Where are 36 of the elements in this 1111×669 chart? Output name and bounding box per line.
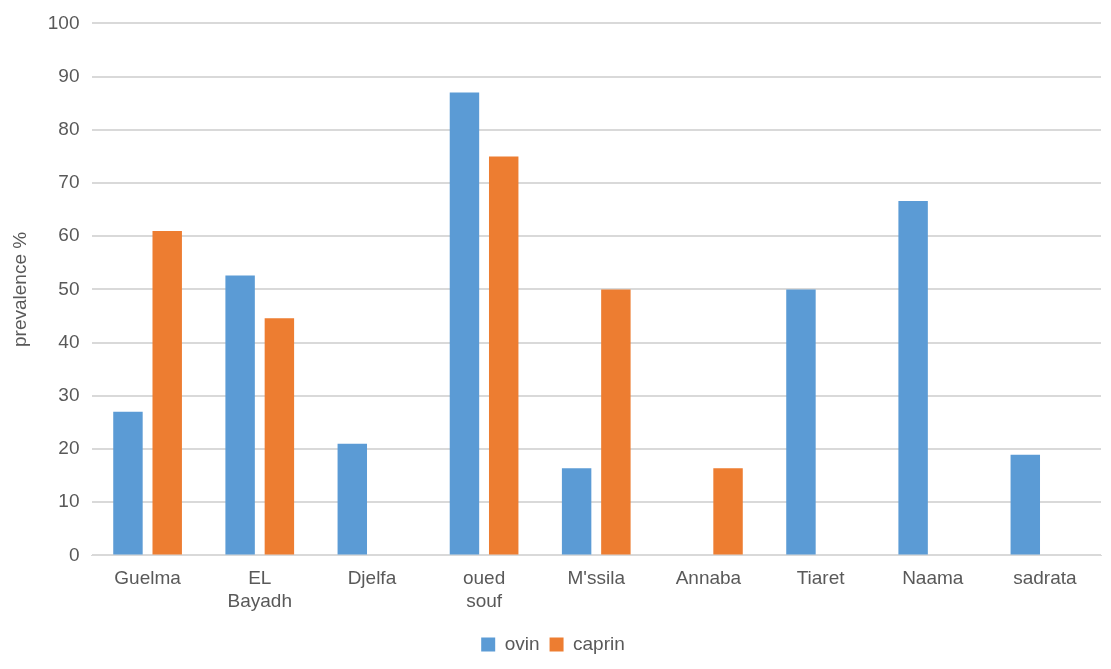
y-tick-label: 10 (58, 490, 80, 512)
y-tick-label: 40 (58, 330, 80, 352)
bar (488, 156, 519, 555)
legend-label: ovin (504, 632, 540, 654)
x-tick-label: Tiaret (796, 567, 846, 589)
y-axis-title: prevalence % (8, 231, 30, 347)
x-tick-label: M'ssila (567, 567, 626, 589)
x-tick-label: Djelfa (347, 567, 397, 589)
x-tick-label: EL Bayadh (227, 567, 292, 611)
bar (1010, 454, 1041, 555)
bar (337, 443, 368, 555)
bar (225, 275, 255, 555)
bar (449, 92, 480, 555)
y-tick-label: 100 (47, 11, 80, 33)
y-tick-label: 80 (58, 118, 80, 140)
y-tick-label: 70 (58, 171, 80, 193)
y-tick-label: 30 (58, 384, 80, 406)
bar (113, 411, 143, 555)
legend-label: caprin (573, 632, 625, 654)
bar (601, 289, 631, 555)
x-tick-label: sadrata (1013, 567, 1078, 589)
y-tick-label: 20 (58, 437, 80, 459)
x-tick-label: oued souf (462, 567, 506, 611)
bar (713, 468, 743, 555)
bar (152, 230, 182, 555)
bar (264, 318, 295, 555)
y-tick-label: 50 (58, 277, 80, 299)
y-tick-label: 0 (68, 543, 80, 565)
x-tick-label: Naama (902, 567, 964, 589)
y-tick-label: 90 (58, 64, 80, 86)
x-tick-label: Annaba (675, 567, 742, 589)
bar (898, 201, 928, 555)
bar (561, 468, 592, 555)
y-tick-label: 60 (58, 224, 80, 246)
bar (786, 289, 816, 555)
x-tick-label: Guelma (114, 567, 182, 589)
